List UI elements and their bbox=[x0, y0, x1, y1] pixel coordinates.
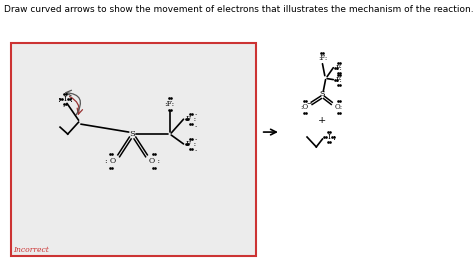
Text: ..: .. bbox=[63, 91, 66, 96]
Text: ..: .. bbox=[194, 135, 198, 140]
Text: F :: F : bbox=[186, 140, 196, 148]
Bar bbox=[10, 43, 256, 256]
Text: ..: .. bbox=[194, 111, 198, 116]
Text: Draw curved arrows to show the movement of electrons that illustrates the mechan: Draw curved arrows to show the movement … bbox=[4, 5, 474, 14]
Text: : O: : O bbox=[105, 157, 117, 165]
Text: O:: O: bbox=[335, 103, 343, 111]
Text: +: + bbox=[319, 116, 327, 125]
Text: S: S bbox=[130, 130, 136, 138]
Text: :: : bbox=[333, 132, 336, 142]
Text: O :: O : bbox=[149, 157, 160, 165]
Text: ..: .. bbox=[194, 147, 198, 152]
Text: I: I bbox=[327, 133, 330, 141]
Text: :O: :O bbox=[301, 103, 309, 111]
Text: Incorrect: Incorrect bbox=[13, 246, 49, 254]
Text: F :: F : bbox=[186, 115, 196, 123]
Text: I: I bbox=[63, 95, 66, 103]
Text: ..: .. bbox=[63, 103, 66, 108]
Text: S: S bbox=[320, 91, 325, 98]
Text: −: − bbox=[307, 100, 312, 105]
Text: :F:: :F: bbox=[164, 100, 175, 108]
Text: F:: F: bbox=[336, 76, 343, 84]
Text: :: : bbox=[57, 95, 60, 104]
Text: :F:: :F: bbox=[318, 54, 327, 62]
Text: F:: F: bbox=[336, 64, 343, 72]
Text: :: : bbox=[69, 95, 73, 104]
Text: ..: .. bbox=[194, 123, 198, 128]
